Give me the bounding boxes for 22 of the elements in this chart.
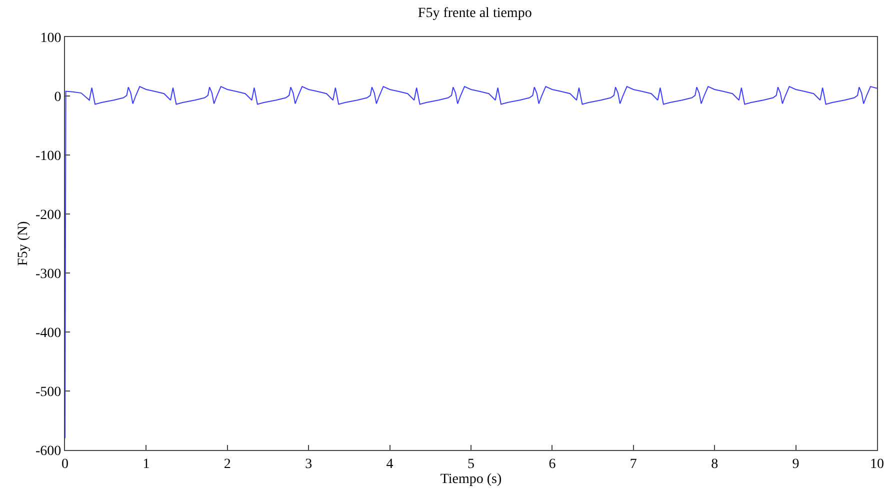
x-tick-label: 1 — [142, 456, 150, 472]
y-tick-label: -400 — [36, 326, 62, 341]
y-tick-label: -100 — [36, 148, 62, 164]
x-tick-label: 4 — [386, 456, 394, 472]
x-axis-title: Tiempo (s) — [440, 472, 502, 488]
x-tick-label: 6 — [548, 456, 556, 472]
chart-title: F5y frente al tiempo — [418, 6, 532, 22]
x-tick-label: 2 — [224, 456, 231, 472]
y-tick-label: -500 — [36, 384, 62, 400]
y-tick-label: 100 — [40, 30, 62, 46]
x-tick-label: 9 — [792, 456, 800, 472]
y-axis-title: F5y (N) — [16, 220, 32, 266]
x-tick-label: 8 — [711, 456, 718, 472]
x-tick-label: 10 — [870, 456, 884, 472]
y-tick-label: -600 — [36, 444, 62, 459]
y-tick-label: 0 — [54, 90, 62, 105]
y-tick-label: -200 — [36, 208, 62, 223]
x-tick-label: 3 — [305, 456, 312, 472]
line-series — [65, 86, 877, 439]
y-tick-label: -300 — [36, 266, 62, 282]
x-tick-label: 5 — [468, 456, 474, 472]
x-tick-label: 7 — [630, 456, 637, 472]
